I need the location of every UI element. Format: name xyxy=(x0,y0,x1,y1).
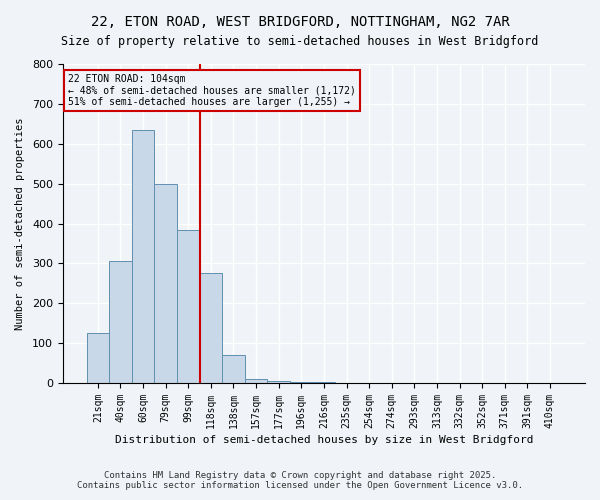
Text: 22, ETON ROAD, WEST BRIDGFORD, NOTTINGHAM, NG2 7AR: 22, ETON ROAD, WEST BRIDGFORD, NOTTINGHA… xyxy=(91,15,509,29)
Bar xyxy=(177,230,200,383)
Bar xyxy=(132,130,154,383)
Bar xyxy=(268,381,290,383)
Text: 22 ETON ROAD: 104sqm
← 48% of semi-detached houses are smaller (1,172)
51% of se: 22 ETON ROAD: 104sqm ← 48% of semi-detac… xyxy=(68,74,356,107)
Bar xyxy=(313,382,335,383)
Y-axis label: Number of semi-detached properties: Number of semi-detached properties xyxy=(15,118,25,330)
Bar xyxy=(222,355,245,383)
Text: Contains HM Land Registry data © Crown copyright and database right 2025.
Contai: Contains HM Land Registry data © Crown c… xyxy=(77,470,523,490)
Bar xyxy=(200,274,222,383)
X-axis label: Distribution of semi-detached houses by size in West Bridgford: Distribution of semi-detached houses by … xyxy=(115,435,533,445)
Text: Size of property relative to semi-detached houses in West Bridgford: Size of property relative to semi-detach… xyxy=(61,35,539,48)
Bar xyxy=(154,184,177,383)
Bar xyxy=(109,262,132,383)
Bar xyxy=(290,382,313,383)
Bar xyxy=(245,379,268,383)
Bar xyxy=(86,333,109,383)
